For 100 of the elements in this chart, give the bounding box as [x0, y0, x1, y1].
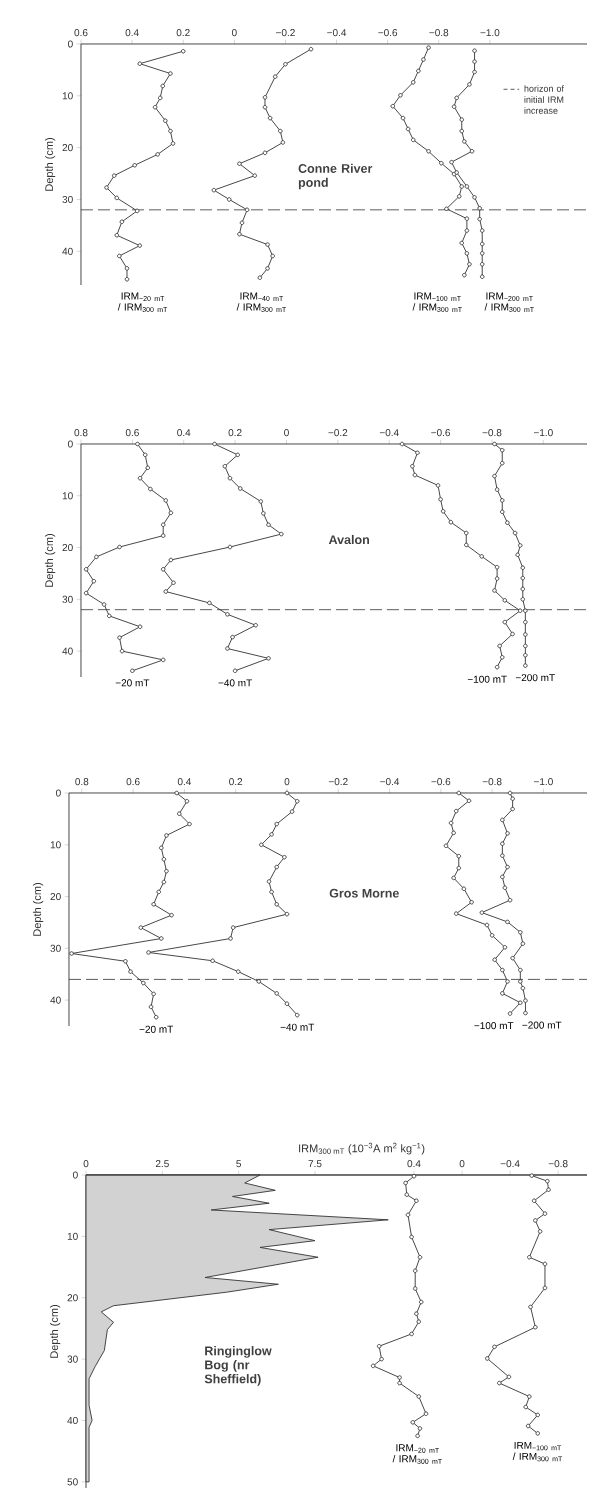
point	[500, 991, 505, 996]
series-label: IRM$_{−20 mT}$ / IRM$_{300 mT}$	[117, 292, 168, 312]
point	[517, 608, 523, 613]
y-tick-label: 40	[67, 1416, 78, 1425]
point	[507, 897, 513, 903]
point	[160, 83, 166, 89]
point	[479, 554, 484, 559]
point	[163, 589, 169, 594]
point	[505, 520, 510, 525]
point	[464, 216, 470, 221]
point	[523, 998, 528, 1003]
point	[467, 82, 472, 87]
point	[274, 902, 279, 907]
series-label: −200 mT	[522, 1021, 562, 1029]
y-tick-label: 30	[50, 944, 61, 952]
y-tick-label: 0	[56, 789, 61, 797]
point	[500, 967, 505, 973]
point	[492, 473, 497, 479]
point	[472, 48, 477, 53]
text: IRM$_{300 mT}$ (10$^{−3}$A m$^{2}$ kg$^{−1}$)	[299, 1142, 425, 1155]
point	[124, 266, 130, 271]
y-axis-title: Depth (cm)	[49, 1305, 61, 1358]
point	[226, 197, 232, 202]
point	[462, 272, 467, 278]
y-tick-label: 30	[62, 595, 73, 603]
point	[464, 251, 470, 256]
point	[225, 646, 230, 651]
point	[505, 919, 510, 925]
point	[456, 853, 462, 859]
point	[523, 652, 528, 658]
x-tick-label: −1.0	[534, 778, 553, 786]
x-tick-label: −0.4	[380, 778, 400, 786]
point	[180, 48, 186, 54]
point	[510, 806, 515, 812]
x-tick-label: −1.0	[480, 29, 500, 37]
point	[448, 820, 454, 826]
point	[171, 580, 176, 585]
point	[510, 796, 515, 801]
point	[104, 185, 109, 190]
point	[266, 522, 271, 528]
point	[145, 465, 151, 471]
point	[410, 80, 416, 85]
point	[510, 631, 515, 637]
x-tick-label: 0.8	[75, 778, 89, 786]
point	[289, 809, 295, 814]
point	[274, 821, 279, 827]
x-tick-label: 0.4	[125, 29, 139, 37]
point	[479, 251, 485, 256]
y-tick-label: 0	[68, 40, 73, 48]
point	[489, 933, 495, 938]
point	[119, 219, 125, 224]
point	[137, 61, 143, 66]
point	[467, 262, 472, 267]
point	[439, 160, 444, 166]
point	[502, 619, 508, 625]
point	[294, 799, 300, 804]
text: Ringinglow Bog (nr Sheffield)	[204, 1346, 272, 1386]
point	[449, 159, 454, 165]
x-tick-label: 2.5	[155, 1160, 169, 1168]
point	[280, 140, 286, 145]
point	[160, 657, 166, 663]
point	[270, 253, 275, 259]
point	[282, 854, 287, 860]
point	[451, 104, 457, 109]
point	[279, 531, 284, 537]
point	[464, 184, 470, 189]
point	[461, 886, 467, 892]
point	[500, 841, 505, 846]
point	[464, 530, 469, 536]
point	[135, 441, 140, 447]
point	[252, 173, 258, 178]
point	[159, 936, 164, 941]
x-tick-label: −0.8	[482, 429, 502, 437]
x-tick-label: 0.6	[74, 29, 88, 37]
x-tick-label: 0	[231, 29, 237, 37]
point	[269, 889, 274, 895]
series-label: −100 mT	[474, 1022, 514, 1030]
point	[228, 936, 233, 941]
series-label: −20 mT	[115, 679, 150, 687]
text: IRM$_{−40 mT}$ / IRM$_{300 mT}$	[236, 292, 287, 312]
point	[505, 979, 510, 984]
point	[237, 231, 242, 237]
point	[499, 498, 505, 503]
point	[257, 275, 263, 280]
point	[211, 187, 217, 193]
point	[294, 1012, 300, 1018]
point	[494, 576, 500, 581]
point	[284, 911, 290, 917]
point	[426, 149, 431, 154]
point	[114, 195, 120, 201]
point	[225, 612, 230, 617]
point	[399, 441, 405, 447]
point	[153, 1014, 159, 1020]
y-tick-label: 30	[62, 195, 73, 204]
point	[161, 857, 167, 862]
point	[502, 945, 508, 950]
point	[274, 991, 279, 996]
point	[456, 865, 462, 871]
point	[492, 588, 497, 593]
point	[523, 1010, 528, 1016]
